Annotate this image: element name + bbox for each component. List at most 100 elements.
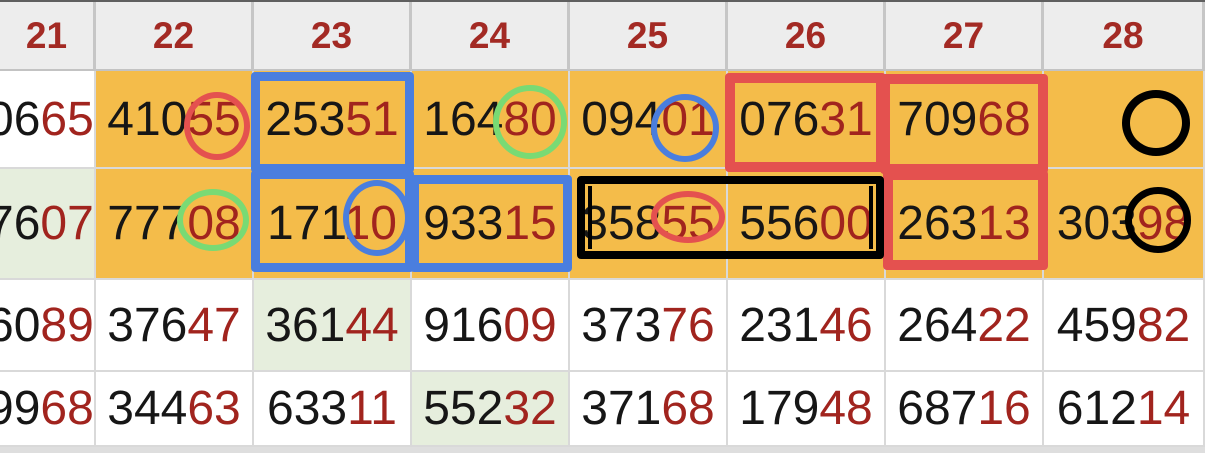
number-red-digits: 68 (661, 382, 715, 435)
draw-number: 23146 (739, 298, 872, 353)
cell-row4-col22: 34463 (96, 372, 254, 447)
number-red-digits: 98 (1136, 197, 1191, 250)
number-red-digits: 31 (819, 92, 873, 146)
draw-number: 17110 (267, 196, 397, 251)
next-row-edge (0, 447, 1205, 453)
header-col-27: 27 (886, 0, 1044, 71)
number-black-digits: 303 (1056, 197, 1137, 250)
cell-row1-col24: 16480 (412, 71, 570, 169)
number-red-digits: 07 (40, 197, 94, 250)
number-red-digits: 68 (40, 382, 94, 435)
draw-number: 91609 (423, 298, 556, 353)
draw-number: 0665 (0, 92, 94, 147)
cell-row4-col21: 9968 (0, 372, 96, 447)
header-col-28: 28 (1044, 0, 1205, 71)
cell-row4-col26: 17948 (728, 372, 886, 447)
header-col-25: 25 (570, 0, 728, 71)
number-red-digits: 76 (661, 298, 715, 352)
cell-row2-col28: 30398 (1044, 169, 1205, 280)
number-black-digits: 633 (267, 382, 348, 435)
number-black-digits: 263 (897, 197, 978, 250)
number-black-digits: 164 (423, 92, 504, 146)
cell-row3-col21: 6089 (0, 280, 96, 372)
number-black-digits: 60 (0, 298, 41, 352)
draw-number: 93315 (423, 196, 556, 251)
draw-number: 37376 (581, 298, 714, 353)
number-black-digits: 612 (1056, 382, 1137, 435)
number-red-digits: 46 (819, 298, 873, 352)
number-black-digits: 344 (107, 382, 188, 435)
number-red-digits: 47 (187, 298, 241, 352)
number-red-digits: 68 (977, 92, 1031, 146)
number-black-digits: 933 (423, 197, 504, 250)
draw-number: 25351 (265, 92, 398, 147)
header-col-21: 21 (0, 0, 96, 71)
number-black-digits: 552 (423, 382, 504, 435)
cell-row3-col23: 36144 (254, 280, 412, 372)
header-col-22: 22 (96, 0, 254, 71)
draw-number: 09401 (581, 92, 714, 147)
cell-row2-col27: 26313 (886, 169, 1044, 280)
cell-row1-col25: 09401 (570, 71, 728, 169)
number-black-digits: 179 (739, 382, 820, 435)
cell-row1-col21: 0665 (0, 71, 96, 169)
number-red-digits: 14 (1136, 382, 1191, 435)
cell-row2-col25: 35855 (570, 169, 728, 280)
header-col-23: 23 (254, 0, 412, 71)
number-red-digits: 63 (187, 382, 241, 435)
draw-number: 77708 (107, 196, 240, 251)
cell-row1-col23: 25351 (254, 71, 412, 169)
top-border-line (0, 0, 1205, 2)
draw-number: 61214 (1057, 381, 1190, 436)
draw-number: 34463 (107, 381, 240, 436)
cell-row2-col21: 7607 (0, 169, 96, 280)
cell-row3-col28: 45982 (1044, 280, 1205, 372)
draw-number: 37647 (107, 298, 240, 353)
number-black-digits: 459 (1056, 298, 1137, 352)
number-black-digits: 410 (107, 92, 188, 146)
number-black-digits: 76 (0, 197, 41, 250)
number-red-digits: 55 (187, 92, 241, 146)
header-col-24: 24 (412, 0, 570, 71)
number-black-digits: 253 (265, 92, 346, 146)
cell-row2-col24: 93315 (412, 169, 570, 280)
number-black-digits: 361 (265, 298, 346, 352)
number-black-digits: 687 (897, 382, 978, 435)
number-red-digits: 32 (503, 382, 557, 435)
draw-number: 17948 (739, 381, 872, 436)
header-col-26: 26 (728, 0, 886, 71)
number-red-digits: 48 (819, 382, 873, 435)
draw-number: 16480 (423, 92, 556, 147)
draw-number: 07631 (739, 92, 872, 147)
draw-number: 6089 (0, 298, 94, 353)
number-red-digits: 51 (345, 92, 399, 146)
draw-number: 35855 (581, 196, 714, 251)
cell-row4-col27: 68716 (886, 372, 1044, 447)
number-black-digits: 99 (0, 382, 41, 435)
number-red-digits: 08 (187, 197, 241, 250)
number-red-digits: 82 (1136, 298, 1191, 352)
number-red-digits: 16 (977, 382, 1031, 435)
number-black-digits: 373 (581, 298, 662, 352)
cell-row4-col24: 55232 (412, 372, 570, 447)
cell-row3-col24: 91609 (412, 280, 570, 372)
draw-number: 68716 (897, 381, 1030, 436)
number-red-digits: 44 (345, 298, 399, 352)
cell-row2-col23: 17110 (254, 169, 412, 280)
cell-row2-col26: 55600 (728, 169, 886, 280)
draw-number: 7607 (0, 196, 94, 251)
number-black-digits: 358 (581, 197, 662, 250)
number-black-digits: 777 (107, 197, 188, 250)
cell-row3-col27: 26422 (886, 280, 1044, 372)
number-black-digits: 06 (0, 92, 41, 146)
cell-row2-col22: 77708 (96, 169, 254, 280)
number-black-digits: 556 (739, 197, 820, 250)
draw-number: 63311 (267, 381, 397, 436)
number-red-digits: 01 (661, 92, 715, 146)
cell-row3-col26: 23146 (728, 280, 886, 372)
number-red-digits: 10 (343, 197, 397, 250)
cell-row3-col22: 37647 (96, 280, 254, 372)
draw-number: 70968 (897, 92, 1030, 147)
